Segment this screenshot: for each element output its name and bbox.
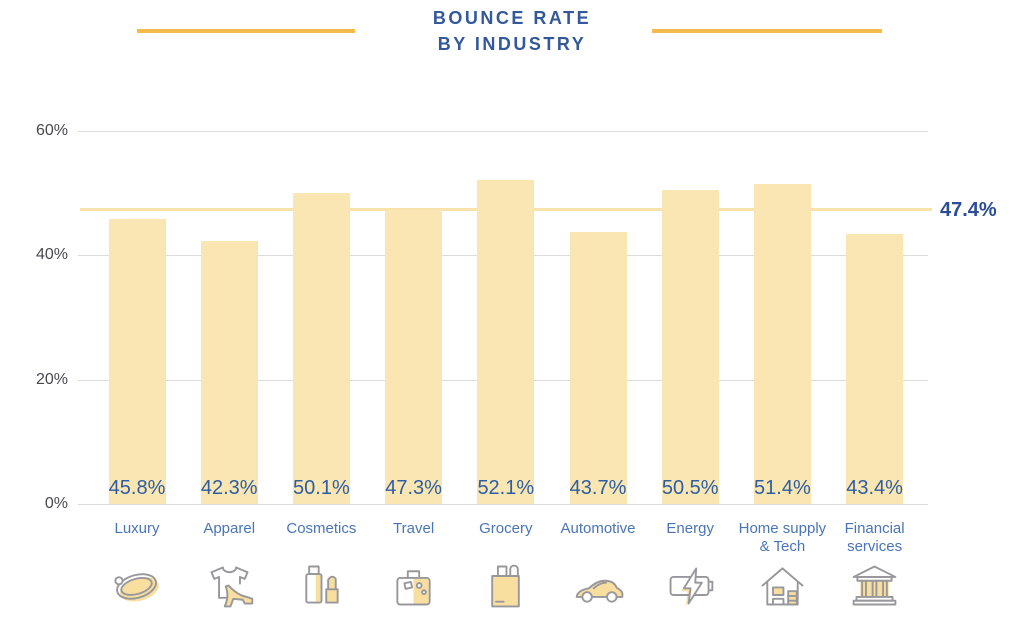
chart-title: BOUNCE RATE BY INDUSTRY: [0, 5, 1024, 57]
title-decoration-line-right: [652, 29, 882, 33]
bar: [385, 209, 443, 504]
category-label: Energy: [666, 520, 714, 537]
category-label: Financial services: [844, 520, 905, 555]
y-axis-tick-label: 60%: [35, 122, 68, 139]
category-label: Apparel: [203, 520, 256, 537]
category-label: Automotive: [560, 520, 636, 537]
benchmark-value-label: 47.4%: [940, 199, 997, 221]
category-label: Cosmetics: [286, 520, 357, 537]
car-icon: [570, 557, 627, 614]
bar: [477, 180, 535, 504]
chart-title-line2: BY INDUSTRY: [437, 34, 587, 54]
bank-icon: [846, 557, 903, 614]
bar: [292, 192, 350, 504]
cosmetics-icon: [293, 557, 350, 614]
bar-value-label: 45.8%: [108, 477, 166, 499]
y-axis-tick-label: 20%: [35, 370, 68, 388]
bar-value-label: 51.4%: [754, 477, 811, 499]
bar-value-label: 50.1%: [293, 477, 350, 499]
chart-title-line1: BOUNCE RATE: [432, 8, 592, 28]
bar-value-label: 42.3%: [200, 477, 258, 499]
category-label: Grocery: [479, 520, 533, 537]
bar: [108, 219, 166, 504]
category-label: Home supply & Tech: [738, 520, 827, 555]
bar: [753, 184, 811, 504]
home-tech-icon: [754, 557, 811, 614]
battery-icon: [662, 557, 719, 614]
bar-value-label: 43.7%: [569, 477, 627, 499]
y-axis-tick-label: 0%: [44, 495, 68, 512]
bar: [200, 241, 258, 504]
category-label: Travel: [393, 520, 435, 537]
bar-value-label: 47.3%: [385, 477, 442, 499]
bar: [569, 232, 627, 504]
shopping-bag-icon: [477, 557, 534, 614]
bar: [846, 234, 904, 504]
apparel-icon: [201, 557, 258, 614]
bar: [661, 190, 719, 504]
bar-value-label: 50.5%: [661, 477, 719, 499]
category-label: Luxury: [114, 520, 160, 537]
bar-value-label: 52.1%: [477, 477, 535, 499]
gridline: [78, 504, 928, 505]
ring-icon: [109, 557, 166, 614]
bar-value-label: 43.4%: [846, 477, 903, 499]
gridline: [78, 131, 928, 132]
suitcase-icon: [385, 557, 442, 614]
title-decoration-line-left: [137, 29, 355, 33]
y-axis-tick-label: 40%: [35, 246, 68, 264]
